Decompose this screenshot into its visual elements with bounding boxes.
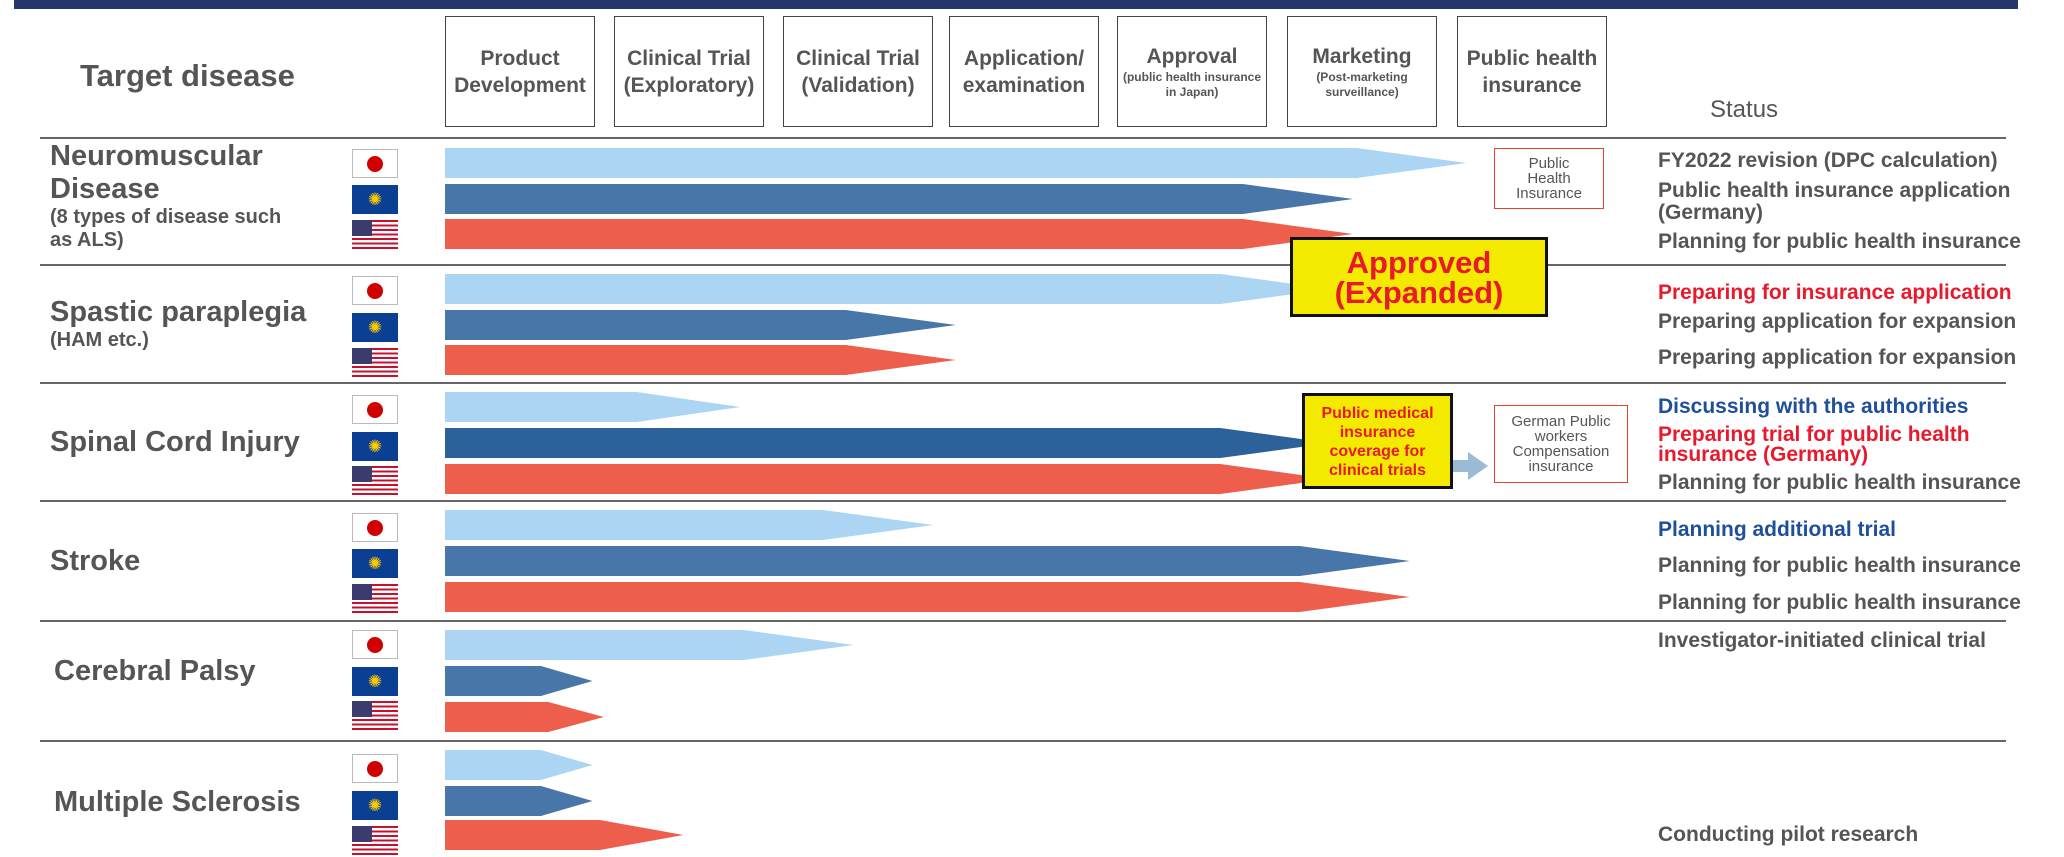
progress-arrow-us bbox=[445, 702, 604, 732]
progress-arrow-eu bbox=[445, 546, 1410, 576]
progress-arrow-japan bbox=[445, 750, 593, 780]
eu-flag-icon: ✺ bbox=[352, 549, 398, 578]
disease-neuromuscular: Neuromuscular Disease (8 types of diseas… bbox=[50, 140, 282, 251]
phase-approval: Approval (public health insurance in Jap… bbox=[1117, 16, 1267, 127]
progress-arrow-japan bbox=[445, 274, 1331, 304]
german-compensation-insurance-callout: German Public workers Compensation insur… bbox=[1494, 405, 1628, 483]
progress-arrow-eu bbox=[445, 428, 1331, 458]
status-text: Preparing trial for public health insura… bbox=[1658, 423, 1970, 466]
disease-multiple-sclerosis: Multiple Sclerosis bbox=[54, 786, 301, 818]
eu-flag-icon: ✺ bbox=[352, 313, 398, 342]
phase-product-development: Product Development bbox=[445, 16, 595, 127]
japan-flag-icon bbox=[352, 754, 398, 783]
progress-arrow-eu bbox=[445, 184, 1353, 214]
progress-arrow-us bbox=[445, 345, 956, 375]
status-text: Conducting pilot research bbox=[1658, 823, 1919, 846]
progress-arrow-japan bbox=[445, 392, 741, 422]
status-text: Discussing with the authorities bbox=[1658, 395, 1969, 418]
us-flag-icon bbox=[352, 826, 398, 855]
phase-clinical-trial-exploratory: Clinical Trial (Exploratory) bbox=[614, 16, 764, 127]
row-separator bbox=[40, 620, 2006, 622]
status-text: Preparing application for expansion bbox=[1658, 346, 2017, 369]
disease-spinal-cord-injury: Spinal Cord Injury bbox=[50, 426, 300, 458]
us-flag-icon bbox=[352, 584, 398, 613]
progress-arrow-us bbox=[445, 219, 1353, 249]
phase-public-health-insurance: Public health insurance bbox=[1457, 16, 1607, 127]
disease-stroke: Stroke bbox=[50, 545, 141, 577]
phase-clinical-trial-validation: Clinical Trial (Validation) bbox=[783, 16, 933, 127]
progress-arrow-eu bbox=[445, 310, 956, 340]
us-flag-icon bbox=[352, 348, 398, 377]
us-flag-icon bbox=[352, 220, 398, 249]
top-accent-bar bbox=[14, 0, 2018, 9]
status-text: Planning for public health insurance bbox=[1658, 471, 2021, 494]
progress-arrow-eu bbox=[445, 786, 593, 816]
eu-flag-icon: ✺ bbox=[352, 432, 398, 461]
status-text: Planning for public health insurance bbox=[1658, 591, 2021, 614]
progress-arrow-eu bbox=[445, 666, 593, 696]
disease-cerebral-palsy: Cerebral Palsy bbox=[54, 655, 256, 687]
disease-spastic-paraplegia: Spastic paraplegia (HAM etc.) bbox=[50, 296, 307, 351]
japan-flag-icon bbox=[352, 395, 398, 424]
progress-arrow-us bbox=[445, 820, 684, 850]
phase-marketing: Marketing (Post-marketing surveillance) bbox=[1287, 16, 1437, 127]
status-text: Planning for public health insurance bbox=[1658, 554, 2021, 577]
progress-arrow-japan bbox=[445, 510, 934, 540]
eu-flag-icon: ✺ bbox=[352, 667, 398, 696]
row-separator bbox=[40, 500, 2006, 502]
status-text: Planning additional trial bbox=[1658, 518, 1897, 541]
status-text: Investigator-initiated clinical trial bbox=[1658, 629, 1986, 652]
japan-flag-icon bbox=[352, 513, 398, 542]
clinical-trial-coverage-callout: Public medical insurance coverage for cl… bbox=[1302, 393, 1453, 489]
public-health-insurance-callout: Public Health Insurance bbox=[1494, 148, 1604, 209]
target-disease-heading: Target disease bbox=[80, 58, 295, 93]
progress-arrow-japan bbox=[445, 148, 1467, 178]
status-text: Preparing for insurance application bbox=[1658, 281, 2012, 304]
status-text: Public health insurance application (Ger… bbox=[1658, 179, 2011, 224]
progress-arrow-us bbox=[445, 582, 1410, 612]
status-text: Planning for public health insurance bbox=[1658, 230, 2021, 253]
eu-flag-icon: ✺ bbox=[352, 185, 398, 214]
japan-flag-icon bbox=[352, 276, 398, 305]
japan-flag-icon bbox=[352, 149, 398, 178]
phase-application-examination: Application/ examination bbox=[949, 16, 1099, 127]
approved-expanded-callout: Approved (Expanded) bbox=[1290, 237, 1548, 317]
us-flag-icon bbox=[352, 466, 398, 495]
status-text: Preparing application for expansion bbox=[1658, 310, 2017, 333]
us-flag-icon bbox=[352, 701, 398, 730]
eu-flag-icon: ✺ bbox=[352, 791, 398, 820]
row-separator bbox=[40, 740, 2006, 742]
progress-arrow-us bbox=[445, 464, 1331, 494]
progress-arrow-japan bbox=[445, 630, 854, 660]
japan-flag-icon bbox=[352, 630, 398, 659]
status-text: FY2022 revision (DPC calculation) bbox=[1658, 149, 1998, 172]
row-separator bbox=[40, 137, 2006, 139]
row-separator bbox=[40, 264, 2006, 266]
status-heading: Status bbox=[1710, 96, 1779, 123]
row-separator bbox=[40, 382, 2006, 384]
